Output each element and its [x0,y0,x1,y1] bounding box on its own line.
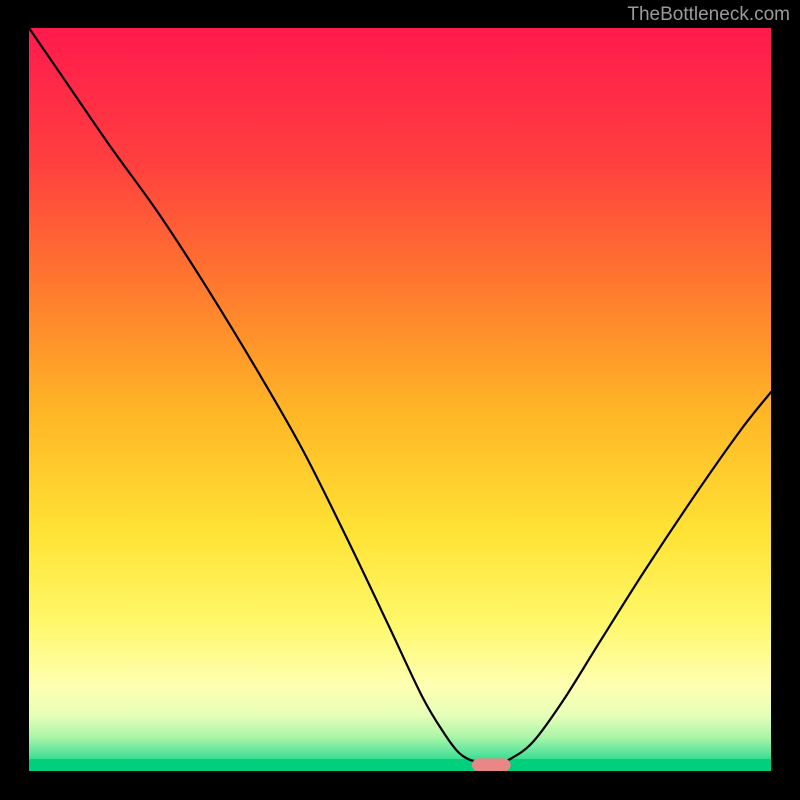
optimal-marker [472,758,511,771]
gradient-background [29,28,771,771]
plot-area [29,28,771,771]
plot-svg [29,28,771,771]
watermark: TheBottleneck.com [627,4,790,26]
green-band [29,759,771,771]
